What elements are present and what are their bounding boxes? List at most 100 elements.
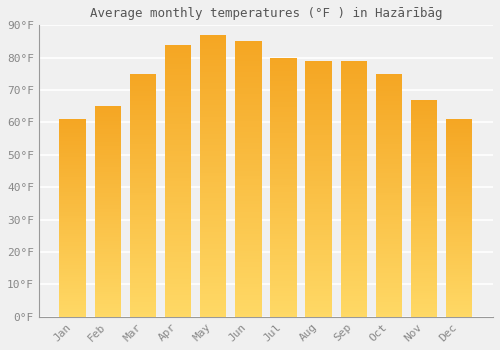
- Bar: [60, 232, 86, 234]
- Bar: [306, 268, 332, 271]
- Bar: [376, 115, 402, 118]
- Bar: [130, 266, 156, 268]
- Bar: [94, 231, 121, 233]
- Bar: [340, 127, 367, 130]
- Bar: [446, 299, 472, 301]
- Bar: [411, 147, 438, 150]
- Bar: [200, 100, 226, 103]
- Bar: [376, 246, 402, 249]
- Bar: [94, 123, 121, 125]
- Bar: [60, 119, 86, 121]
- Bar: [165, 303, 191, 306]
- Bar: [306, 79, 332, 82]
- Bar: [306, 304, 332, 307]
- Bar: [446, 218, 472, 220]
- Bar: [340, 107, 367, 110]
- Bar: [306, 253, 332, 256]
- Bar: [446, 119, 472, 121]
- Bar: [411, 306, 438, 308]
- Bar: [446, 248, 472, 250]
- Bar: [200, 145, 226, 148]
- Bar: [340, 133, 367, 135]
- Bar: [165, 246, 191, 249]
- Bar: [200, 286, 226, 289]
- Bar: [60, 218, 86, 220]
- Bar: [340, 294, 367, 296]
- Bar: [306, 263, 332, 266]
- Bar: [94, 256, 121, 258]
- Bar: [270, 239, 296, 241]
- Bar: [165, 124, 191, 126]
- Bar: [270, 81, 296, 84]
- Bar: [411, 195, 438, 197]
- Bar: [130, 268, 156, 271]
- Bar: [270, 143, 296, 146]
- Bar: [411, 254, 438, 256]
- Bar: [340, 117, 367, 120]
- Bar: [446, 147, 472, 149]
- Bar: [340, 296, 367, 299]
- Bar: [446, 291, 472, 293]
- Bar: [446, 202, 472, 204]
- Bar: [306, 245, 332, 248]
- Bar: [60, 271, 86, 273]
- Bar: [411, 256, 438, 258]
- Bar: [306, 107, 332, 110]
- Bar: [130, 200, 156, 203]
- Bar: [340, 102, 367, 104]
- Bar: [270, 65, 296, 68]
- Bar: [60, 204, 86, 206]
- Bar: [165, 58, 191, 61]
- Bar: [130, 98, 156, 100]
- Bar: [340, 291, 367, 294]
- Bar: [446, 192, 472, 194]
- Bar: [130, 232, 156, 234]
- Bar: [130, 152, 156, 154]
- Bar: [411, 280, 438, 282]
- Bar: [235, 132, 262, 135]
- Bar: [376, 103, 402, 105]
- Bar: [446, 271, 472, 273]
- Bar: [411, 159, 438, 161]
- Bar: [235, 168, 262, 171]
- Bar: [376, 110, 402, 113]
- Bar: [235, 63, 262, 66]
- Bar: [165, 175, 191, 178]
- Bar: [94, 117, 121, 119]
- Bar: [235, 253, 262, 256]
- Bar: [200, 125, 226, 128]
- Bar: [130, 309, 156, 312]
- Bar: [94, 260, 121, 262]
- Bar: [411, 265, 438, 267]
- Bar: [130, 256, 156, 259]
- Bar: [94, 134, 121, 136]
- Bar: [60, 214, 86, 216]
- Bar: [306, 148, 332, 150]
- Bar: [60, 285, 86, 287]
- Bar: [200, 108, 226, 111]
- Bar: [376, 98, 402, 100]
- Bar: [411, 165, 438, 167]
- Bar: [130, 246, 156, 249]
- Bar: [60, 175, 86, 176]
- Bar: [200, 289, 226, 292]
- Bar: [60, 248, 86, 250]
- Bar: [94, 308, 121, 310]
- Bar: [200, 303, 226, 306]
- Bar: [165, 181, 191, 183]
- Bar: [94, 275, 121, 277]
- Bar: [270, 125, 296, 128]
- Bar: [376, 266, 402, 268]
- Bar: [235, 50, 262, 52]
- Bar: [165, 235, 191, 238]
- Bar: [411, 128, 438, 130]
- Bar: [60, 143, 86, 145]
- Bar: [446, 226, 472, 228]
- Bar: [200, 238, 226, 241]
- Bar: [94, 180, 121, 182]
- Bar: [340, 140, 367, 143]
- Bar: [165, 222, 191, 224]
- Bar: [94, 287, 121, 289]
- Bar: [340, 250, 367, 253]
- Bar: [200, 117, 226, 120]
